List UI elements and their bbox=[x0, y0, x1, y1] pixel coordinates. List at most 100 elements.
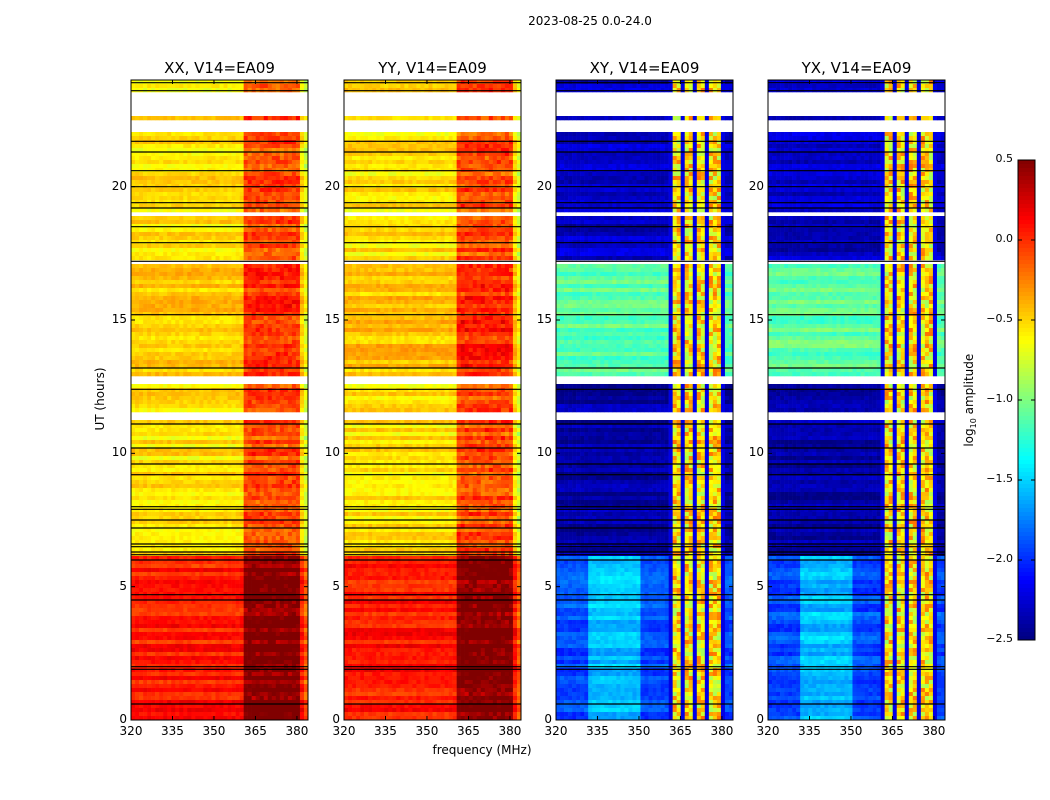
heatmap-cell bbox=[171, 436, 176, 441]
heatmap-cell bbox=[187, 508, 192, 513]
heatmap-cell bbox=[179, 408, 184, 413]
heatmap-cell bbox=[175, 500, 180, 505]
heatmap-cell bbox=[163, 524, 168, 529]
heatmap-cell bbox=[199, 164, 204, 169]
heatmap-cell bbox=[255, 280, 261, 285]
heatmap-cell bbox=[251, 328, 256, 333]
heatmap-cell bbox=[179, 520, 184, 525]
heatmap-cell bbox=[211, 228, 216, 233]
heatmap-cell bbox=[207, 156, 212, 161]
heatmap-cell bbox=[131, 300, 136, 305]
heatmap-cell bbox=[147, 144, 152, 149]
heatmap-cell bbox=[299, 580, 305, 585]
heatmap-cell bbox=[131, 508, 136, 513]
heatmap-cell bbox=[231, 288, 236, 293]
heatmap-cell bbox=[191, 360, 196, 365]
heatmap-cell bbox=[171, 492, 176, 497]
heatmap-cell bbox=[187, 252, 192, 257]
heatmap-cell bbox=[243, 372, 248, 377]
heatmap-cell bbox=[251, 464, 256, 469]
heatmap-cell bbox=[223, 156, 228, 161]
heatmap-cell bbox=[159, 348, 164, 353]
heatmap-cell bbox=[179, 484, 184, 489]
heatmap-cell bbox=[283, 456, 289, 461]
heatmap-cell bbox=[199, 356, 204, 361]
heatmap-cell bbox=[159, 356, 164, 361]
heatmap-cell bbox=[151, 136, 156, 141]
heatmap-cell bbox=[239, 480, 244, 485]
heatmap-cell bbox=[207, 536, 212, 541]
heatmap-cell bbox=[187, 136, 192, 141]
heatmap-cell bbox=[283, 488, 289, 493]
heatmap-cell bbox=[159, 516, 164, 521]
heatmap-cell bbox=[251, 208, 256, 213]
heatmap-cell bbox=[231, 344, 236, 349]
heatmap-cell bbox=[247, 208, 252, 213]
heatmap-cell bbox=[135, 484, 140, 489]
heatmap-cell bbox=[275, 176, 281, 181]
heatmap-cell bbox=[215, 496, 220, 501]
heatmap-cell bbox=[255, 284, 261, 289]
heatmap-cell bbox=[211, 148, 216, 153]
heatmap-cell bbox=[283, 452, 289, 457]
heatmap-cell bbox=[299, 564, 305, 569]
heatmap-cell bbox=[219, 456, 224, 461]
heatmap-cell bbox=[223, 476, 228, 481]
heatmap-cell bbox=[151, 548, 156, 553]
heatmap-cell bbox=[163, 540, 168, 545]
heatmap-cell bbox=[131, 140, 136, 145]
heatmap-cell bbox=[215, 528, 220, 533]
heatmap-cell bbox=[251, 400, 256, 405]
heatmap-cell bbox=[247, 340, 252, 345]
heatmap-cell bbox=[211, 232, 216, 237]
heatmap-cell bbox=[275, 480, 281, 485]
heatmap-cell bbox=[135, 276, 140, 281]
heatmap-cell bbox=[263, 256, 269, 261]
heatmap-cell bbox=[175, 172, 180, 177]
heatmap-cell bbox=[187, 188, 192, 193]
heatmap-cell bbox=[247, 296, 252, 301]
heatmap-cell bbox=[191, 392, 196, 397]
heatmap-cell bbox=[163, 460, 168, 465]
heatmap-cell bbox=[251, 392, 256, 397]
heatmap-cell bbox=[275, 512, 281, 517]
heatmap-cell bbox=[207, 336, 212, 341]
heatmap-cell bbox=[187, 516, 192, 521]
heatmap-cell bbox=[271, 336, 277, 341]
heatmap-cell bbox=[255, 140, 261, 145]
heatmap-cell bbox=[143, 516, 148, 521]
heatmap-cell bbox=[223, 404, 228, 409]
heatmap-cell bbox=[271, 172, 277, 177]
heatmap-cell bbox=[259, 160, 265, 165]
heatmap-cell bbox=[163, 172, 168, 177]
heatmap-cell bbox=[147, 372, 152, 377]
heatmap-cell bbox=[203, 196, 208, 201]
heatmap-cell bbox=[299, 348, 305, 353]
heatmap-cell bbox=[203, 172, 208, 177]
heatmap-cell bbox=[155, 316, 160, 321]
heatmap-cell bbox=[299, 328, 305, 333]
heatmap-cell bbox=[207, 396, 212, 401]
heatmap-cell bbox=[211, 272, 216, 277]
heatmap-cell bbox=[179, 528, 184, 533]
heatmap-cell bbox=[179, 164, 184, 169]
heatmap-cell bbox=[215, 476, 220, 481]
heatmap-cell bbox=[139, 460, 144, 465]
heatmap-cell bbox=[287, 480, 293, 485]
heatmap-cell bbox=[219, 420, 224, 425]
heatmap-cell bbox=[183, 196, 188, 201]
heatmap-cell bbox=[235, 180, 240, 185]
heatmap-cell bbox=[159, 204, 164, 209]
heatmap-cell bbox=[199, 196, 204, 201]
heatmap-cell bbox=[219, 520, 224, 525]
heatmap-cell bbox=[207, 540, 212, 545]
heatmap-cell bbox=[239, 156, 244, 161]
heatmap-cell bbox=[227, 440, 232, 445]
heatmap-cell bbox=[275, 148, 281, 153]
heatmap-cell bbox=[159, 284, 164, 289]
heatmap-cell bbox=[271, 188, 277, 193]
heatmap-cell bbox=[167, 480, 172, 485]
heatmap-cell bbox=[247, 316, 252, 321]
heatmap-cell bbox=[223, 148, 228, 153]
heatmap-cell bbox=[275, 500, 281, 505]
